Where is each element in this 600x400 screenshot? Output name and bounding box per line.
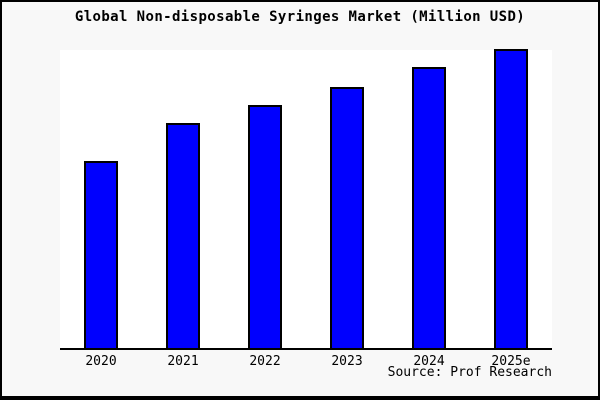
bar-2023 xyxy=(330,87,364,348)
bar-2024 xyxy=(412,67,446,348)
x-tick-label-2020: 2020 xyxy=(85,354,117,369)
plot-area xyxy=(60,49,552,350)
bar-2025e xyxy=(494,49,528,348)
bar-2020 xyxy=(84,161,118,348)
bar-2021 xyxy=(166,123,200,348)
x-tick-label-2022: 2022 xyxy=(249,354,281,369)
x-tick-label-2024: 2024 xyxy=(413,354,445,369)
x-tick-label-2021: 2021 xyxy=(167,354,199,369)
x-axis-labels: 2020 2021 2022 2023 2024 2025e xyxy=(60,354,552,370)
chart-title: Global Non-disposable Syringes Market (M… xyxy=(74,9,526,25)
x-tick-label-2023: 2023 xyxy=(331,354,363,369)
x-tick-label-2025e: 2025e xyxy=(491,354,531,369)
source-label: Source: Prof Research xyxy=(387,365,552,380)
bar-2022 xyxy=(248,105,282,348)
